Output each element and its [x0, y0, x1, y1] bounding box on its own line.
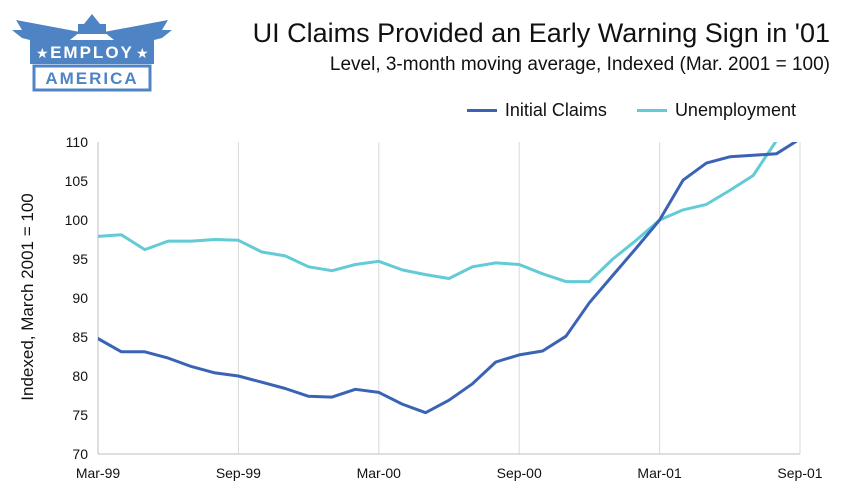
y-tick-label: 70 [72, 446, 88, 462]
x-tick-label: Mar-01 [637, 465, 682, 481]
y-tick-label: 90 [72, 290, 88, 306]
y-tick-label: 80 [72, 368, 88, 384]
legend-swatch-initial-claims [466, 109, 497, 112]
y-tick-label: 105 [65, 173, 89, 189]
y-tick-label: 110 [66, 134, 89, 150]
y-tick-label: 85 [72, 329, 88, 345]
legend-label-initial-claims: Initial Claims [504, 100, 607, 120]
logo-text-employ: EMPLOY [50, 43, 134, 62]
x-tick-label: Sep-00 [497, 465, 542, 481]
logo-box-top [30, 40, 154, 64]
eagle-wings-icon [12, 14, 172, 42]
series-line-unemployment [98, 142, 778, 284]
chart-title: UI Claims Provided an Early Warning Sign… [252, 18, 830, 48]
legend-swatch-unemployment [636, 109, 667, 112]
axes [97, 142, 800, 455]
chart-subtitle: Level, 3-month moving average, Indexed (… [329, 54, 830, 75]
x-tick-label: Mar-99 [76, 465, 121, 481]
logo-box-bottom [32, 64, 152, 92]
chart-legend: Initial Claims Unemployment [466, 100, 796, 121]
y-axis-label: Indexed, March 2001 = 100 [18, 193, 37, 400]
series-line-initial-claims [98, 142, 798, 415]
grid-lines [237, 142, 801, 454]
x-tick-label: Sep-99 [216, 465, 261, 481]
x-tick-label: Mar-00 [357, 465, 402, 481]
legend-item-unemployment: Unemployment [636, 100, 796, 121]
y-tick-label: 75 [72, 407, 88, 423]
logo-text-america: AMERICA [45, 69, 138, 88]
series-lines [98, 142, 798, 415]
logo-star-left-icon: ★ [36, 45, 49, 61]
logo-star-right-icon: ★ [136, 45, 149, 61]
tick-labels: Mar-99 Sep-99 Mar-00 Sep-00 Mar-01 Sep-01 70 75… [65, 134, 823, 481]
y-tick-label: 100 [65, 212, 89, 228]
x-tick-label: Sep-01 [777, 465, 822, 481]
employ-america-logo: ★ ★ EMPLOY AMERICA [12, 14, 172, 92]
y-tick-label: 95 [72, 251, 88, 267]
legend-label-unemployment: Unemployment [674, 100, 796, 120]
legend-item-initial-claims: Initial Claims [466, 100, 607, 121]
